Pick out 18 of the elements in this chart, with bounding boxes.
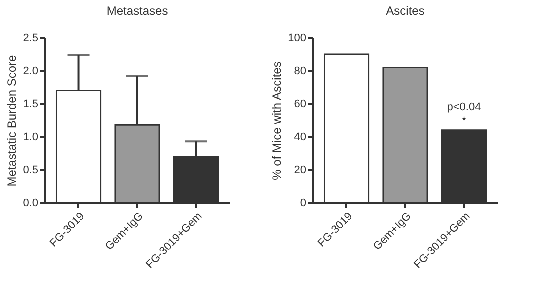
y-tick-label: 40 bbox=[294, 132, 306, 144]
y-tick-label: 2.5 bbox=[23, 32, 38, 44]
y-axis-title: % of Mice with Ascites bbox=[270, 62, 284, 180]
chart-title: Metastases bbox=[106, 4, 168, 18]
y-tick-label: 100 bbox=[288, 32, 306, 44]
y-tick-label: 60 bbox=[294, 98, 306, 110]
y-axis-title: Metastatic Burden Score bbox=[5, 54, 20, 187]
y-tick-label: 20 bbox=[294, 164, 306, 176]
annotation: p<0.04 bbox=[447, 101, 482, 114]
y-tick-label: 2.0 bbox=[23, 66, 38, 78]
y-tick-label: 0 bbox=[300, 198, 306, 210]
chart-title: Ascites bbox=[386, 4, 425, 18]
annotation: * bbox=[462, 115, 468, 128]
y-tick-label: 80 bbox=[294, 66, 306, 78]
y-tick-label: 1.0 bbox=[23, 132, 38, 144]
y-tick-label: 1.5 bbox=[23, 98, 38, 110]
y-tick-label: 0.5 bbox=[23, 164, 38, 176]
y-tick-label: 0.0 bbox=[23, 198, 38, 210]
